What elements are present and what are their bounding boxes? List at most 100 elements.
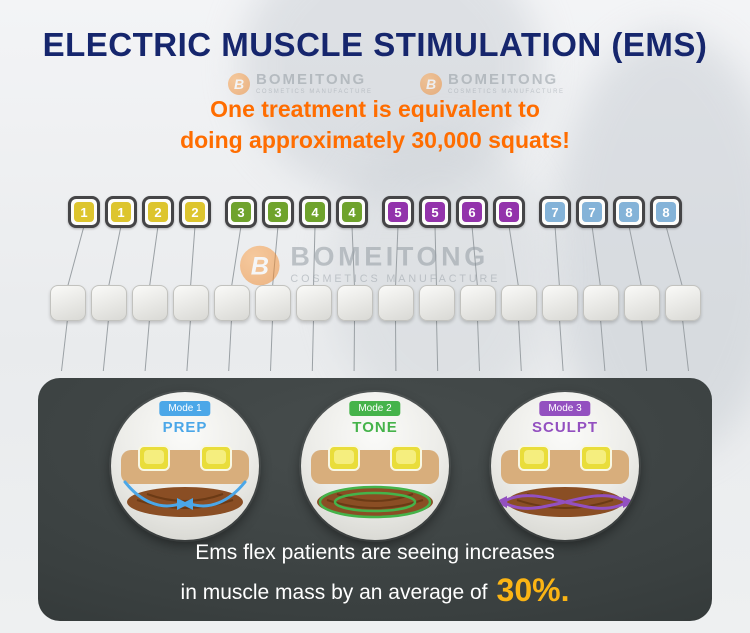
tone-pads-illustration — [311, 445, 439, 519]
mode3-name: SCULPT — [532, 419, 598, 436]
electrode-pads — [518, 445, 612, 471]
numbered-electrode-2: 2 — [179, 196, 211, 228]
results-claim-line2: in muscle mass by an average of 30%. — [38, 572, 712, 609]
results-claim: Ems flex patients are seeing increases i… — [38, 541, 712, 609]
blank-electrode — [418, 285, 455, 321]
numbered-electrode-6: 6 — [493, 196, 525, 228]
numbered-electrode-3: 3 — [225, 196, 257, 228]
blank-electrode — [623, 285, 660, 321]
electrode-pads — [328, 445, 422, 471]
mode2-name: TONE — [352, 419, 398, 436]
numbered-electrode-1: 1 — [68, 196, 100, 228]
mode2-badge: Mode 2 — [349, 401, 401, 416]
mode-circle-sculpt: Mode 3 SCULPT — [491, 392, 639, 540]
brand-name: BOMEITONG — [256, 71, 367, 88]
blank-electrode — [664, 285, 701, 321]
brand-text: BOMEITONG COSMETICS MANUFACTURE — [256, 72, 373, 95]
muscle-fiber-line — [326, 499, 424, 509]
numbered-electrode-2: 2 — [142, 196, 174, 228]
electrode-number: 4 — [305, 202, 325, 222]
numbered-electrode-8: 8 — [650, 196, 682, 228]
blank-electrode — [582, 285, 619, 321]
numbered-electrode-5: 5 — [419, 196, 451, 228]
electrode-number: 1 — [74, 202, 94, 222]
numbered-electrode-8: 8 — [613, 196, 645, 228]
electrode-number: 8 — [619, 202, 639, 222]
electrode-number: 7 — [582, 202, 602, 222]
results-claim-prefix: in muscle mass by an average of — [180, 581, 488, 604]
blank-electrode — [172, 285, 209, 321]
blank-electrode — [49, 285, 86, 321]
blank-electrode — [213, 285, 250, 321]
numbered-electrode-4: 4 — [336, 196, 368, 228]
muscle-fiber-line — [146, 493, 224, 502]
blank-electrode — [336, 285, 373, 321]
electrode-number: 3 — [268, 202, 288, 222]
electrode-number: 2 — [148, 202, 168, 222]
brand-tagline: COSMETICS MANUFACTURE — [256, 89, 373, 95]
mode1-name: PREP — [162, 419, 208, 436]
brand-logo-icon: B — [240, 244, 280, 285]
brand-text: BOMEITONG COSMETICS MANUFACTURE — [290, 244, 500, 285]
blank-electrode-row — [0, 285, 750, 321]
electrode-number: 8 — [656, 202, 676, 222]
electrode-number: 5 — [388, 202, 408, 222]
blank-electrode — [377, 285, 414, 321]
mode1-badge: Mode 1 — [159, 401, 211, 416]
numbered-electrode-1: 1 — [105, 196, 137, 228]
sculpt-infinity-arrows — [495, 494, 635, 510]
electrode-number: 2 — [185, 202, 205, 222]
mode-circle-prep: Mode 1 PREP — [111, 392, 259, 540]
subtitle-line-2: doing approximately 30,000 squats! — [180, 127, 570, 153]
results-claim-line1: Ems flex patients are seeing increases — [195, 541, 555, 564]
brand-logo-icon: B — [420, 72, 442, 95]
blank-electrode — [541, 285, 578, 321]
brand-logo-icon: B — [228, 72, 250, 95]
numbered-electrode-3: 3 — [262, 196, 294, 228]
blank-electrode — [295, 285, 332, 321]
blank-electrode — [131, 285, 168, 321]
brand-watermark: B BOMEITONG COSMETICS MANUFACTURE — [420, 72, 565, 95]
mode-circles-row: Mode 1 PREP — [38, 378, 712, 540]
brand-watermark: B BOMEITONG COSMETICS MANUFACTURE — [228, 72, 373, 95]
electrode-number: 6 — [499, 202, 519, 222]
numbered-electrode-5: 5 — [382, 196, 414, 228]
numbered-electrode-6: 6 — [456, 196, 488, 228]
numbered-electrode-7: 7 — [576, 196, 608, 228]
electrode-number: 7 — [545, 202, 565, 222]
numbered-electrode-7: 7 — [539, 196, 571, 228]
sculpt-pads-illustration — [495, 445, 635, 517]
blank-electrode — [459, 285, 496, 321]
blank-electrode — [254, 285, 291, 321]
mode-circle-tone: Mode 2 TONE — [301, 392, 449, 540]
percent-value: 30%. — [496, 572, 570, 608]
electrode-number: 4 — [342, 202, 362, 222]
brand-text: BOMEITONG COSMETICS MANUFACTURE — [448, 72, 565, 95]
brand-watermark: B BOMEITONG COSMETICS MANUFACTURE — [240, 244, 500, 285]
brand-tagline: COSMETICS MANUFACTURE — [448, 89, 565, 95]
muscle-fiber-line — [516, 499, 614, 509]
electrode-number: 5 — [425, 202, 445, 222]
electrode-number: 3 — [231, 202, 251, 222]
blank-electrode — [90, 285, 127, 321]
brand-name: BOMEITONG — [448, 71, 559, 88]
electrode-pads — [138, 445, 232, 471]
muscle-fiber-line — [136, 499, 234, 509]
tone-contraction-rings — [318, 485, 432, 519]
electrode-number: 6 — [462, 202, 482, 222]
prep-pads-illustration — [121, 445, 249, 517]
subtitle: One treatment is equivalent to doing app… — [0, 94, 750, 156]
background-figure — [330, 130, 550, 420]
page-title: ELECTRIC MUSCLE STIMULATION (EMS) — [42, 26, 708, 63]
blank-electrode — [500, 285, 537, 321]
brand-name: BOMEITONG — [290, 242, 489, 273]
prep-flow-arrows — [123, 480, 247, 510]
numbered-electrode-4: 4 — [299, 196, 331, 228]
